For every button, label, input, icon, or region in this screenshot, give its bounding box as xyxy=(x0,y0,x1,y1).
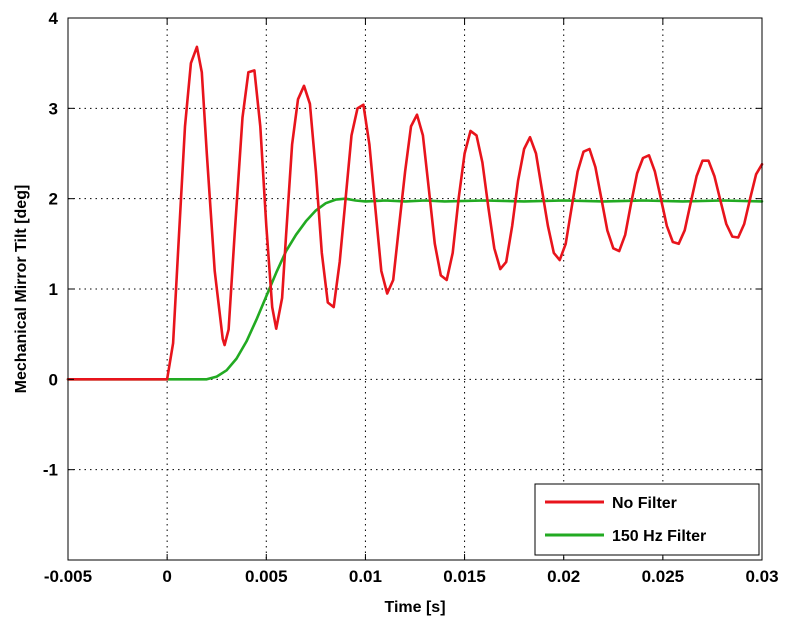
ticks xyxy=(67,17,763,560)
series-layer xyxy=(66,45,764,381)
x-tick-label: 0.03 xyxy=(745,567,778,586)
y-tick-label: 3 xyxy=(49,99,58,118)
legend-label-no-filter: No Filter xyxy=(612,495,677,512)
x-tick-label: 0.02 xyxy=(547,567,580,586)
legend-label-150hz-filter: 150 Hz Filter xyxy=(612,528,706,545)
x-axis-label: Time [s] xyxy=(384,599,445,616)
y-tick-label: 4 xyxy=(49,9,59,28)
series-line-no-filter xyxy=(66,45,764,381)
series-line-150-hz-filter xyxy=(66,197,764,381)
legend: No Filter 150 Hz Filter xyxy=(534,483,760,556)
y-axis-label: Mechanical Mirror Tilt [deg] xyxy=(13,185,30,394)
legend-box xyxy=(534,483,760,556)
tick-labels: -0.005 0 0.005 0.01 0.015 0.02 0.025 0.03 -1 0 1 2 3… xyxy=(43,9,779,586)
x-tick-label: -0.005 xyxy=(44,567,92,586)
y-tick-label: 2 xyxy=(49,190,58,209)
x-tick-label: 0.025 xyxy=(642,567,685,586)
y-tick-label: -1 xyxy=(43,461,58,480)
x-tick-label: 0 xyxy=(162,567,171,586)
y-tick-label: 0 xyxy=(49,370,58,389)
y-tick-label: 1 xyxy=(49,280,58,299)
x-tick-label: 0.01 xyxy=(349,567,382,586)
x-tick-label: 0.005 xyxy=(245,567,288,586)
x-tick-label: 0.015 xyxy=(443,567,486,586)
